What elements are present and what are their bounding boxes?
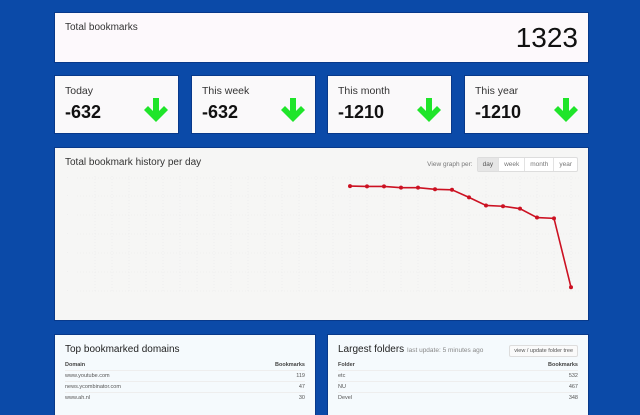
data-point[interactable]	[416, 185, 420, 190]
table-row: etc 532	[338, 370, 578, 382]
domain-cell[interactable]: www.ah.nl	[65, 392, 222, 403]
svg-text:·: ·	[67, 213, 68, 217]
count-cell: 348	[424, 392, 578, 403]
chart-title: Total bookmark history per day	[65, 157, 202, 168]
data-point[interactable]	[518, 206, 522, 211]
column-header-folder: Folder	[338, 362, 355, 368]
total-bookmarks-value: 1323	[515, 22, 578, 53]
data-point[interactable]	[365, 184, 369, 189]
folder-cell[interactable]: Devel	[338, 392, 425, 403]
data-point[interactable]	[399, 185, 403, 190]
view-update-folder-tree-button[interactable]: view / update folder tree	[509, 345, 578, 357]
arrow-down-icon	[554, 98, 578, 122]
top-domains-panel: Top bookmarked domains Domain Bookmarks …	[55, 335, 315, 415]
svg-text:·: ·	[67, 270, 68, 274]
column-header-bookmarks: Bookmarks	[275, 362, 305, 368]
data-point[interactable]	[433, 187, 437, 192]
svg-text:·: ·	[67, 289, 68, 293]
stat-this-year: This year -1210	[465, 76, 588, 133]
data-point[interactable]	[569, 285, 573, 290]
count-cell: 47	[221, 381, 305, 393]
table-row: www.youtube.com 119	[65, 370, 305, 382]
total-bookmarks-label: Total bookmarks	[65, 22, 138, 33]
folder-cell[interactable]: etc	[338, 370, 425, 382]
stat-label: This month	[338, 85, 390, 97]
period-day-button[interactable]: day	[477, 158, 499, 171]
count-cell: 467	[424, 381, 578, 393]
period-year-button[interactable]: year	[553, 158, 577, 171]
largest-folders-title: Largest folders last update: 5 minutes ag…	[338, 344, 483, 355]
history-line-chart: · · · · · · ·	[67, 176, 580, 293]
table-row: www.ah.nl 30	[65, 392, 305, 403]
stat-value: -1210	[475, 102, 522, 122]
data-point[interactable]	[535, 215, 539, 220]
last-update-text: last update: 5 minutes ago	[407, 347, 484, 354]
top-domains-title: Top bookmarked domains	[65, 344, 180, 355]
count-cell: 532	[424, 370, 578, 382]
stat-this-month: This month -1210	[328, 76, 451, 133]
largest-folders-heading: Largest folders	[338, 344, 405, 355]
data-point[interactable]	[552, 216, 556, 221]
table-row: NU 467	[338, 381, 578, 393]
svg-text:·: ·	[67, 251, 68, 255]
svg-text:·: ·	[67, 232, 68, 236]
stat-value: -1210	[338, 102, 385, 122]
domain-cell[interactable]: www.youtube.com	[65, 370, 222, 382]
domain-cell[interactable]: news.ycombinator.com	[65, 381, 222, 393]
data-point[interactable]	[484, 203, 488, 208]
arrow-down-icon	[144, 98, 168, 122]
table-row: Devel 348	[338, 392, 578, 403]
stat-value: -632	[65, 102, 102, 122]
period-week-button[interactable]: week	[498, 158, 524, 171]
stat-label: This week	[202, 85, 250, 97]
data-point[interactable]	[450, 187, 454, 192]
stat-value: -632	[202, 102, 239, 122]
stat-label: This year	[475, 85, 519, 97]
view-graph-per: View graph per: day week month year	[427, 157, 578, 172]
column-header-domain: Domain	[65, 362, 86, 368]
largest-folders-table: Folder Bookmarks etc 532 NU 467 Devel 34…	[338, 360, 578, 403]
data-point[interactable]	[467, 195, 471, 200]
data-point[interactable]	[348, 184, 352, 189]
data-point[interactable]	[382, 184, 386, 189]
stat-this-week: This week -632	[192, 76, 315, 133]
svg-text:·: ·	[67, 194, 68, 198]
top-domains-table: Domain Bookmarks www.youtube.com 119 new…	[65, 360, 305, 403]
history-chart-panel: · · · · · · · Total bookmark history per day …	[55, 148, 588, 320]
total-bookmarks-panel: Total bookmarks 1323	[55, 13, 588, 62]
count-cell: 30	[221, 392, 305, 403]
folder-cell[interactable]: NU	[338, 381, 425, 393]
data-point[interactable]	[501, 204, 505, 209]
view-graph-per-label: View graph per:	[427, 161, 473, 168]
period-toggle-group: day week month year	[476, 157, 578, 172]
stat-label: Today	[65, 85, 94, 97]
period-month-button[interactable]: month	[524, 158, 553, 171]
stat-today: Today -632	[55, 76, 178, 133]
arrow-down-icon	[281, 98, 305, 122]
svg-text:·: ·	[67, 176, 68, 180]
column-header-bookmarks: Bookmarks	[548, 362, 578, 368]
arrow-down-icon	[417, 98, 441, 122]
count-cell: 119	[221, 370, 305, 382]
table-row: news.ycombinator.com 47	[65, 381, 305, 393]
largest-folders-panel: Largest folders last update: 5 minutes ag…	[328, 335, 588, 415]
